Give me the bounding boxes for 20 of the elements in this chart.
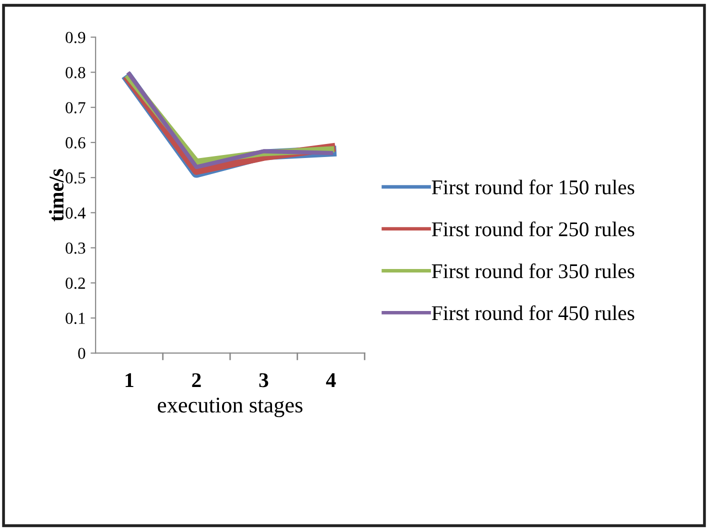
y-tick-label: 0	[78, 348, 86, 360]
x-tick-label: 1	[126, 373, 134, 388]
legend-label: First round for 450 rules	[432, 305, 634, 320]
x-tick-label: 3	[259, 373, 268, 388]
y-axis-title: time/s	[48, 169, 64, 222]
legend-label: First round for 250 rules	[432, 221, 634, 236]
x-axis-title: execution stages	[158, 398, 302, 418]
y-tick-label: 0.5	[66, 172, 86, 184]
y-tick-label: 0.7	[66, 102, 86, 114]
x-tick-label: 2	[192, 373, 201, 388]
y-tick-label: 0.2	[66, 278, 85, 289]
y-tick-label: 0.6	[66, 137, 86, 149]
y-tick-label: 0.4	[66, 207, 86, 219]
y-tick-label: 0.9	[66, 32, 86, 44]
legend-label: First round for 350 rules	[432, 263, 634, 278]
y-tick-label: 0.3	[66, 242, 86, 254]
legend-label: First round for 150 rules	[432, 180, 634, 194]
y-tick-label: 0.1	[66, 312, 85, 324]
x-tick-label: 4	[326, 373, 336, 388]
y-tick-label: 0.8	[66, 66, 86, 78]
